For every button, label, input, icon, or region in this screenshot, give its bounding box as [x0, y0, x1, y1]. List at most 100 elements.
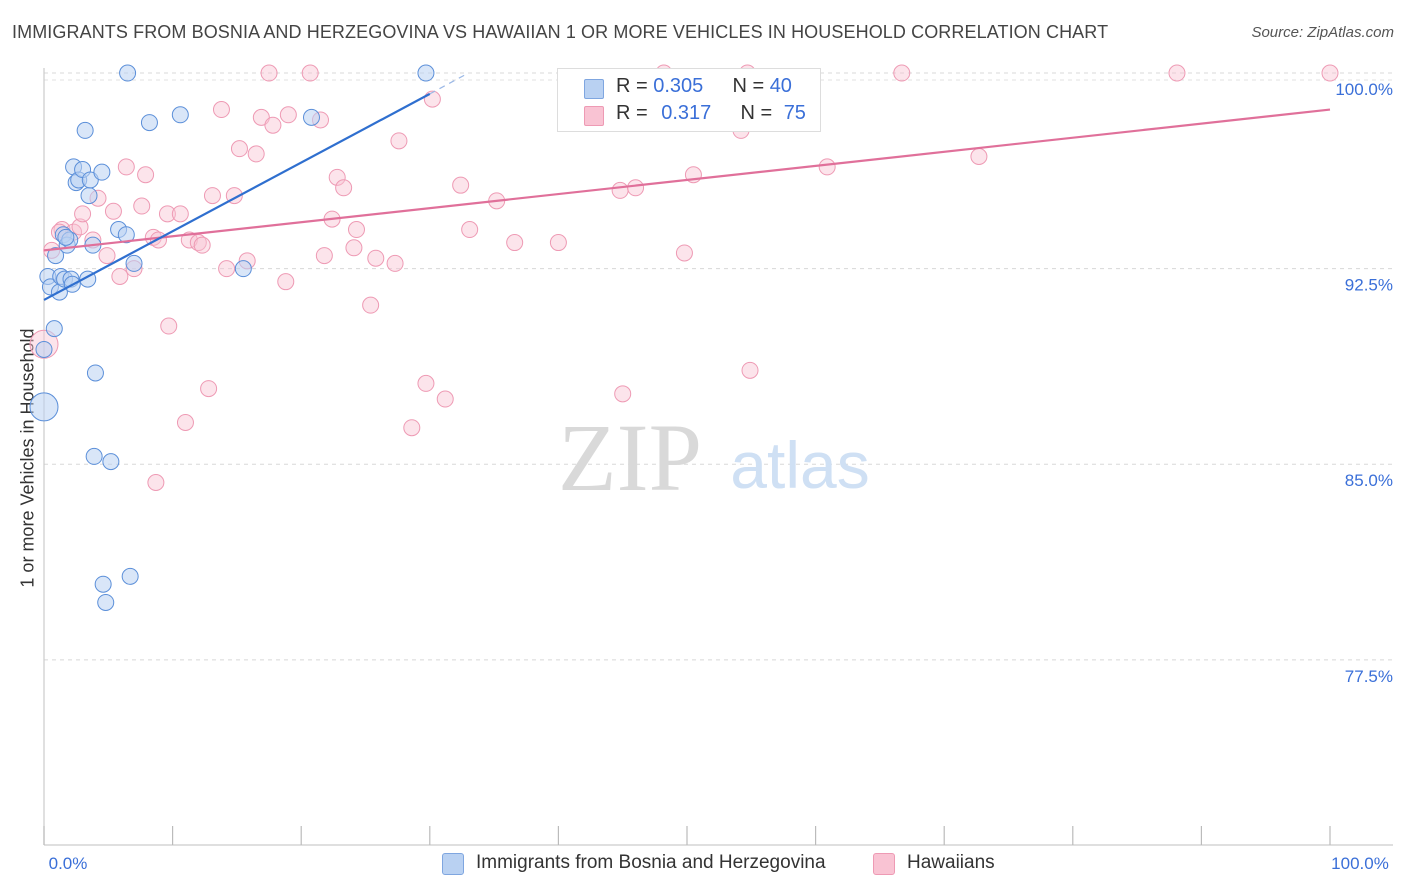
- point-hawaiians: [1321, 64, 1339, 82]
- tick-labels-layer: 77.5% 85.0% 92.5% 100.0% 0.0% 100.0%: [49, 80, 1393, 873]
- grid-layer: [44, 72, 1392, 661]
- point-hawaiians: [160, 317, 178, 335]
- point-hawaiians: [345, 239, 363, 257]
- point-hawaiians: [104, 202, 122, 220]
- point-hawaiians: [970, 147, 988, 165]
- watermark-atlas: atlas: [730, 428, 869, 502]
- point-hawaiians: [403, 419, 421, 437]
- point-bosnia: [80, 187, 98, 205]
- point-bosnia: [45, 320, 63, 338]
- point-hawaiians: [627, 179, 645, 197]
- x-tick-label: 0.0%: [49, 854, 88, 873]
- point-bosnia: [119, 64, 137, 82]
- point-bosnia: [57, 228, 75, 246]
- point-hawaiians: [277, 273, 295, 291]
- bottom-legend-swatch-blue: [442, 853, 464, 875]
- point-hawaiians: [347, 221, 365, 239]
- point-hawaiians: [147, 473, 165, 491]
- point-hawaiians: [200, 380, 218, 398]
- point-hawaiians: [264, 116, 282, 134]
- point-hawaiians: [423, 90, 441, 108]
- point-bosnia: [35, 340, 53, 358]
- bottom-legend-swatch-pink: [873, 853, 895, 875]
- point-hawaiians: [117, 158, 135, 176]
- watermark-zip: ZIP: [558, 404, 702, 511]
- point-hawaiians: [452, 176, 470, 194]
- point-bosnia: [76, 121, 94, 139]
- point-bosnia: [171, 106, 189, 124]
- bottom-legend-label-bosnia: Immigrants from Bosnia and Herzegovina: [476, 852, 826, 873]
- point-bosnia: [47, 247, 65, 265]
- point-hawaiians: [362, 296, 380, 314]
- point-bosnia: [121, 567, 139, 585]
- legend-r-value-hawaiians: 0.317: [661, 102, 712, 124]
- legend-swatch-pink: [584, 106, 604, 126]
- trend-extension-bosnia: [429, 72, 469, 95]
- point-bosnia: [93, 163, 111, 181]
- legend-r-label: R =: [616, 75, 654, 97]
- point-hawaiians: [614, 385, 632, 403]
- legend-swatch-blue: [584, 79, 604, 99]
- point-bosnia: [140, 114, 158, 132]
- point-hawaiians: [212, 101, 230, 119]
- points-layer: [29, 64, 1339, 611]
- point-bosnia: [302, 108, 320, 126]
- point-hawaiians: [390, 132, 408, 150]
- point-hawaiians: [133, 197, 151, 215]
- point-bosnia: [29, 392, 59, 422]
- point-hawaiians: [260, 64, 278, 82]
- point-hawaiians: [137, 166, 155, 184]
- x-tick-label: 100.0%: [1331, 854, 1389, 873]
- point-hawaiians: [741, 361, 759, 379]
- legend-text-hawaiians: R = 0.317 N = 75: [616, 102, 806, 125]
- point-hawaiians: [675, 244, 693, 262]
- point-hawaiians: [247, 145, 265, 163]
- point-bosnia: [125, 254, 143, 272]
- point-hawaiians: [176, 414, 194, 432]
- point-bosnia: [86, 364, 104, 382]
- point-bosnia: [117, 226, 135, 244]
- legend-r-label: R =: [616, 102, 654, 124]
- point-hawaiians: [549, 234, 567, 252]
- point-hawaiians: [171, 205, 189, 223]
- point-hawaiians: [335, 179, 353, 197]
- point-hawaiians: [367, 249, 385, 267]
- watermark: ZIP atlas: [558, 404, 870, 511]
- legend-n-value-hawaiians: 75: [783, 102, 806, 124]
- point-hawaiians: [328, 168, 346, 186]
- legend-n-label: N =: [732, 75, 770, 97]
- point-hawaiians: [611, 181, 629, 199]
- chart-title: IMMIGRANTS FROM BOSNIA AND HERZEGOVINA V…: [12, 22, 1109, 42]
- point-hawaiians: [111, 267, 129, 285]
- point-hawaiians: [301, 64, 319, 82]
- point-hawaiians: [315, 247, 333, 265]
- point-hawaiians: [98, 247, 116, 265]
- correlation-legend: R = 0.305 N = 40 R = 0.317 N = 75: [557, 68, 821, 132]
- point-hawaiians: [193, 236, 211, 254]
- y-tick-label: 92.5%: [1345, 276, 1393, 295]
- point-bosnia: [97, 593, 115, 611]
- point-hawaiians: [386, 254, 404, 272]
- legend-n-value-bosnia: 40: [769, 75, 792, 97]
- trend-line-hawaiians: [43, 108, 1331, 252]
- y-tick-label: 85.0%: [1345, 471, 1393, 490]
- point-hawaiians: [158, 205, 176, 223]
- point-hawaiians: [417, 374, 435, 392]
- point-hawaiians: [1168, 64, 1186, 82]
- y-tick-label: 77.5%: [1345, 667, 1393, 686]
- point-hawaiians: [506, 234, 524, 252]
- point-hawaiians: [436, 390, 454, 408]
- legend-text-bosnia: R = 0.305 N = 40: [616, 75, 792, 98]
- point-bosnia: [102, 453, 120, 471]
- point-hawaiians: [203, 187, 221, 205]
- point-bosnia: [85, 447, 103, 465]
- axes-layer: [43, 68, 1393, 846]
- point-hawaiians: [71, 218, 89, 236]
- legend-r-value-bosnia: 0.305: [653, 75, 704, 97]
- point-bosnia: [94, 575, 112, 593]
- point-bosnia: [417, 64, 435, 82]
- point-hawaiians: [230, 140, 248, 158]
- bottom-legend-label-hawaiians: Hawaiians: [907, 852, 995, 873]
- point-hawaiians: [279, 106, 297, 124]
- legend-n-label: N =: [740, 102, 778, 124]
